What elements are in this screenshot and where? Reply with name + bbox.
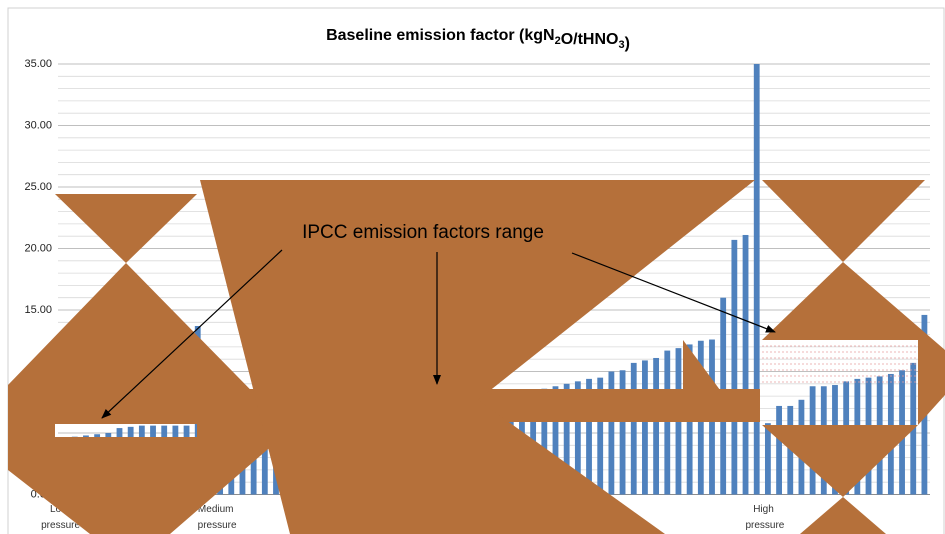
bar <box>731 240 737 495</box>
y-tick-label: 15.00 <box>24 304 52 316</box>
bar <box>653 358 659 495</box>
y-tick-label: 20.00 <box>24 242 52 254</box>
bar <box>664 351 670 495</box>
bar <box>776 406 782 495</box>
y-tick-label: 30.00 <box>24 119 52 131</box>
bar <box>642 360 648 494</box>
bar <box>631 363 637 495</box>
bar <box>620 370 626 494</box>
bar <box>754 64 760 495</box>
bar <box>765 423 771 494</box>
y-tick-label: 25.00 <box>24 181 52 193</box>
y-tick-label: 35.00 <box>24 58 52 70</box>
chart: Baseline emission factor (kgN2O/tHNO3) 0… <box>0 0 945 534</box>
annotation-text: IPCC emission factors range <box>302 222 544 243</box>
bar <box>743 235 749 495</box>
